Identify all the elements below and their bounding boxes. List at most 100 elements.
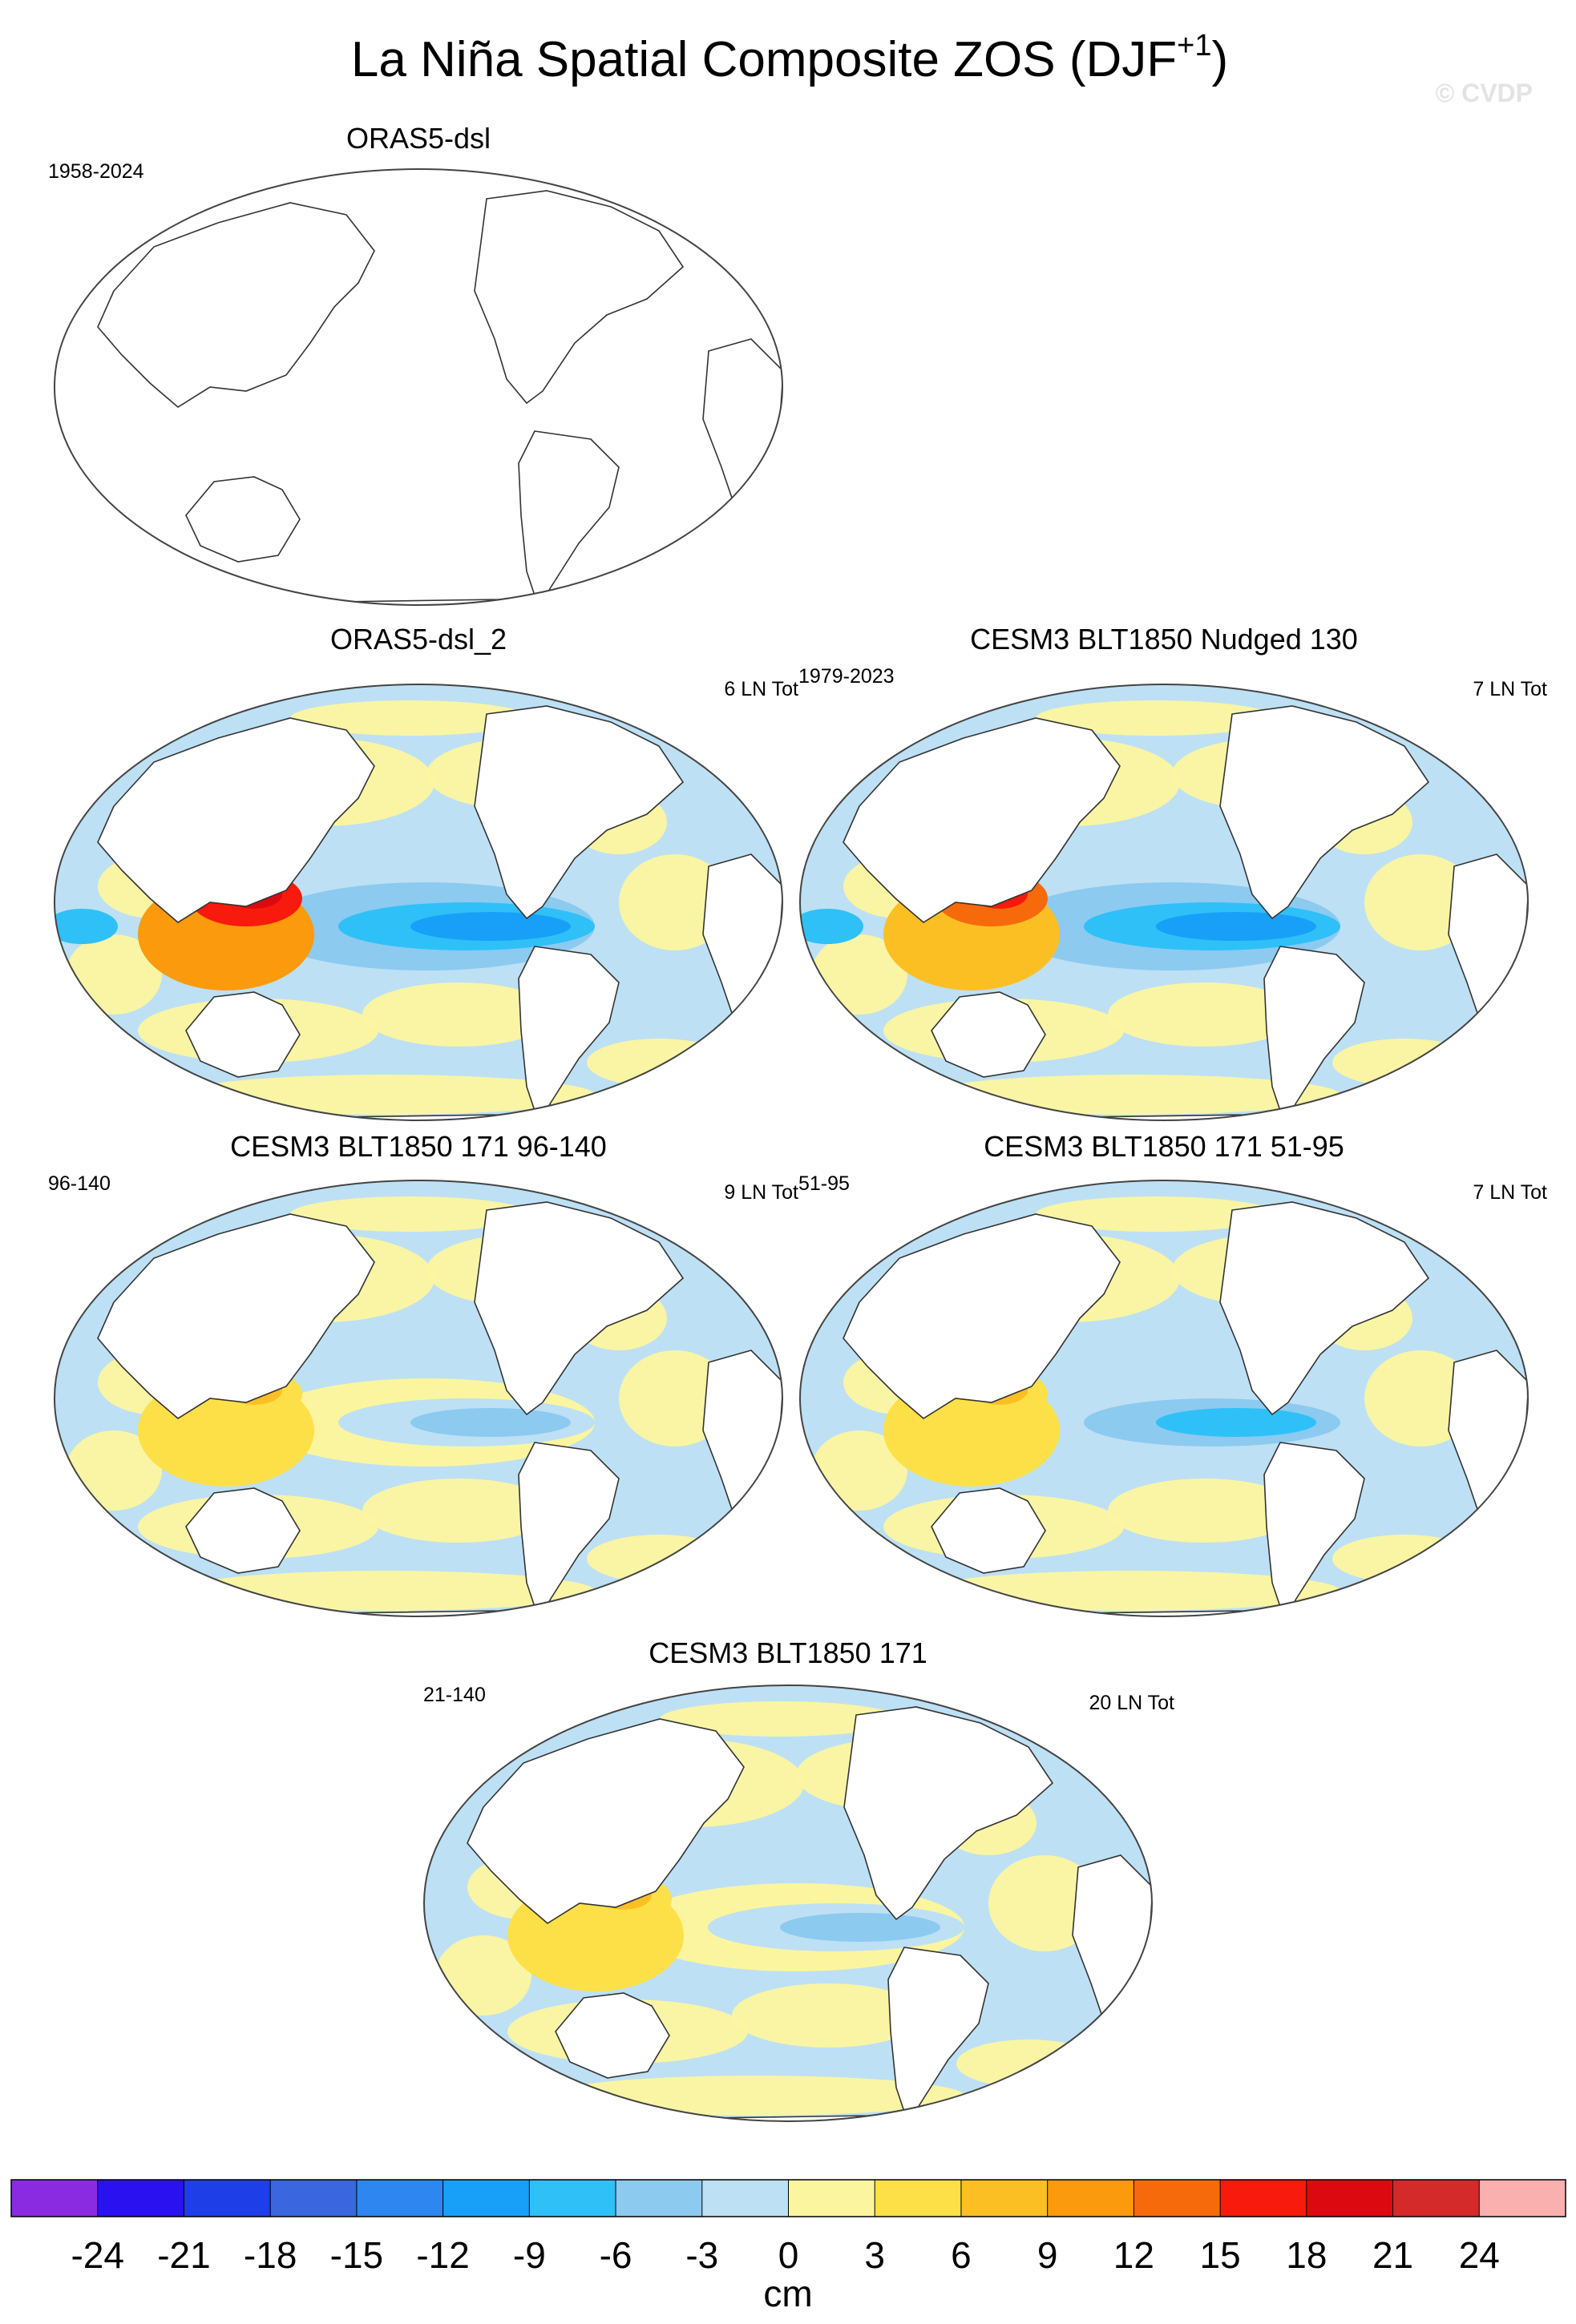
globe-outline bbox=[54, 684, 783, 1121]
colorbar-swatch bbox=[616, 2180, 703, 2217]
panel-4: CESM3 BLT1850 171 96-140 96-140 9 LN Tot bbox=[48, 1130, 798, 1617]
panel-left-label: 1958-2024 bbox=[48, 160, 144, 183]
panel-title: CESM3 BLT1850 171 51-95 bbox=[984, 1130, 1344, 1163]
colorbar-swatch bbox=[184, 2180, 271, 2217]
indian-ocean-negative bbox=[55, 909, 118, 944]
globe-outline bbox=[54, 1180, 783, 1617]
panel-right-label: 6 LN Tot bbox=[724, 678, 798, 700]
land-australia bbox=[931, 1487, 1046, 1574]
positive-anomaly-patch bbox=[619, 1350, 731, 1446]
positive-anomaly-patch bbox=[362, 982, 555, 1047]
positive-anomaly-patch bbox=[290, 1196, 531, 1232]
positive-anomaly-patch bbox=[66, 1430, 162, 1511]
cold-tongue-core bbox=[780, 1913, 940, 1942]
panel-title: ORAS5-dsl_2 bbox=[330, 623, 507, 656]
colorbar-tick-label: -21 bbox=[157, 2234, 210, 2276]
globe-outline bbox=[799, 684, 1529, 1121]
globe-map bbox=[55, 684, 782, 1120]
colorbar-tick-label: 3 bbox=[864, 2234, 885, 2276]
land-asia bbox=[467, 1718, 745, 1924]
panel-6: CESM3 BLT1850 171 21-140 20 LN Tot bbox=[423, 1636, 1174, 2122]
positive-anomaly-patch bbox=[811, 934, 907, 1015]
land-samerica bbox=[518, 430, 620, 605]
colorbar-tick-label: -12 bbox=[416, 2234, 469, 2276]
globe-map bbox=[55, 1180, 782, 1616]
positive-anomaly-patch bbox=[1332, 1039, 1477, 1087]
panel-2: ORAS5-dsl_2 6 LN Tot bbox=[54, 623, 798, 1121]
land-asia bbox=[97, 1213, 375, 1419]
colorbar-tick-label: -3 bbox=[685, 2234, 718, 2276]
positive-anomaly-patch bbox=[66, 934, 162, 1015]
colorbar-tick-label: -15 bbox=[330, 2234, 383, 2276]
land-asia bbox=[843, 717, 1121, 923]
land-australia bbox=[185, 991, 301, 1078]
colorbar-tick-label: -24 bbox=[71, 2234, 123, 2276]
colorbar-swatch bbox=[701, 2180, 789, 2217]
cold-tongue-core bbox=[410, 912, 571, 941]
positive-anomaly-patch bbox=[587, 1039, 731, 1087]
panel-1: ORAS5-dsl 1958-2024 bbox=[48, 122, 783, 606]
colorbar-swatch bbox=[442, 2180, 530, 2217]
cold-tongue-core bbox=[1156, 1408, 1316, 1437]
colorbar-tick-label: 12 bbox=[1113, 2234, 1154, 2276]
positive-anomaly-patch bbox=[1036, 1196, 1276, 1232]
panel-left-label: 1979-2023 bbox=[798, 665, 895, 688]
globe-map bbox=[800, 684, 1528, 1120]
positive-anomaly-patch bbox=[1364, 1350, 1477, 1446]
positive-anomaly-patch bbox=[1332, 1535, 1477, 1583]
colorbar-swatch bbox=[960, 2180, 1049, 2217]
land-samerica bbox=[1263, 946, 1365, 1120]
panel-left-label: 21-140 bbox=[423, 1684, 486, 1706]
colorbar-swatch bbox=[356, 2180, 444, 2217]
indian-ocean-negative bbox=[800, 909, 863, 944]
land-namerica bbox=[474, 190, 685, 405]
positive-anomaly-patch bbox=[660, 1701, 900, 1737]
panel-right-label: 7 LN Tot bbox=[1473, 1181, 1547, 1204]
positive-anomaly-patch bbox=[619, 854, 731, 950]
colorbar-swatch bbox=[11, 2180, 99, 2217]
panel-title: ORAS5-dsl bbox=[346, 122, 491, 155]
positive-anomaly-patch bbox=[290, 700, 531, 736]
positive-anomaly-patch bbox=[1364, 854, 1477, 950]
colorbar-tick-label: 0 bbox=[778, 2234, 799, 2276]
colorbar-tick-label: 21 bbox=[1372, 2234, 1413, 2276]
land-samerica bbox=[518, 1442, 620, 1616]
land-asia bbox=[843, 1213, 1121, 1419]
positive-anomaly-patch bbox=[362, 1479, 555, 1543]
colorbar-swatch bbox=[1220, 2180, 1307, 2217]
colorbar: -24 -21 -18 -15 -12 -9 -6 -3 0 3 6 9 12 15 18 21 24 bbox=[10, 2179, 1566, 2276]
cold-tongue-core bbox=[410, 1408, 571, 1437]
land-namerica bbox=[474, 705, 685, 920]
colorbar-tick-label: -18 bbox=[244, 2234, 297, 2276]
panel-3: CESM3 BLT1850 Nudged 130 1979-2023 7 LN … bbox=[798, 623, 1547, 1121]
land-namerica bbox=[1219, 705, 1430, 920]
panel-left-label: 96-140 bbox=[48, 1172, 111, 1195]
colorbar-tick-label: 9 bbox=[1037, 2234, 1058, 2276]
land-australia bbox=[555, 1992, 670, 2079]
colorbar-unit-label: cm bbox=[763, 2273, 812, 2314]
positive-anomaly-patch bbox=[1036, 700, 1276, 736]
colorbar-swatch bbox=[529, 2180, 616, 2217]
colorbar-tick-label: 15 bbox=[1200, 2234, 1241, 2276]
colorbar-swatch bbox=[788, 2180, 875, 2217]
land-australia bbox=[185, 476, 301, 563]
positive-anomaly-patch bbox=[956, 2040, 1101, 2088]
globe-map bbox=[800, 1180, 1528, 1616]
land-samerica bbox=[518, 946, 620, 1120]
cold-tongue-core bbox=[1156, 912, 1316, 941]
land-australia bbox=[185, 1487, 301, 1574]
colorbar-swatch bbox=[1479, 2180, 1566, 2217]
colorbar-swatch bbox=[1392, 2180, 1480, 2217]
panel-left-label: 51-95 bbox=[798, 1172, 850, 1195]
globe-outline bbox=[423, 1684, 1153, 2122]
watermark: © CVDP bbox=[1436, 79, 1533, 107]
land-samerica bbox=[1263, 1442, 1365, 1616]
globe-map bbox=[424, 1685, 1152, 2121]
positive-anomaly-patch bbox=[732, 1983, 924, 2048]
globe-map bbox=[55, 169, 782, 605]
land-namerica bbox=[474, 1201, 685, 1416]
panel-5: CESM3 BLT1850 171 51-95 51-95 7 LN Tot bbox=[798, 1130, 1547, 1617]
colorbar-swatch bbox=[1047, 2180, 1134, 2217]
panel-right-label: 9 LN Tot bbox=[724, 1181, 798, 1204]
colorbar-tick-label: -9 bbox=[513, 2234, 546, 2276]
